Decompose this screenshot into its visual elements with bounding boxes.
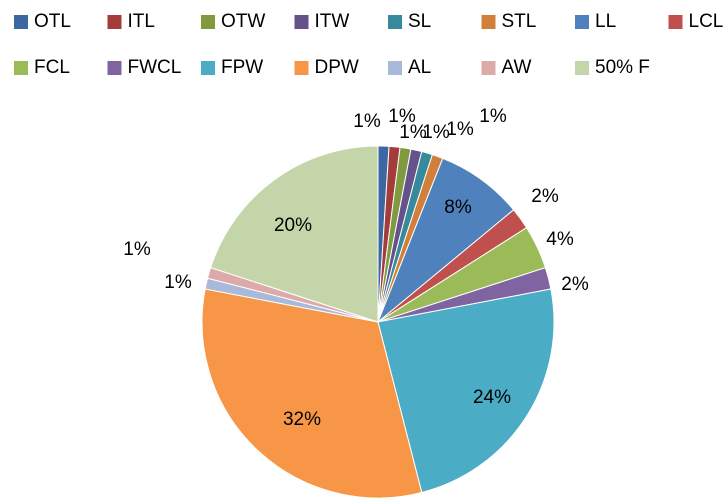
legend-label: AW [502, 57, 532, 78]
legend-swatch [388, 61, 402, 75]
legend-swatch [201, 61, 215, 75]
legend-label: LL [595, 11, 616, 32]
legend-label: STL [502, 11, 537, 32]
legend-label: AL [408, 57, 431, 78]
legend-swatch [481, 15, 496, 29]
legend-swatch [107, 61, 122, 75]
data-label: 1% [399, 122, 427, 143]
data-label: 1% [422, 122, 450, 143]
legend-label: FWCL [128, 57, 182, 78]
data-label: 4% [546, 229, 574, 250]
data-label: 32% [283, 409, 321, 430]
data-label: 2% [561, 274, 589, 295]
legend-swatch [668, 15, 683, 29]
pie-slice [209, 145, 379, 323]
legend-label: ITW [315, 11, 350, 32]
legend-swatch [294, 61, 309, 75]
data-label: 1% [164, 272, 192, 293]
data-label: 1% [353, 111, 381, 132]
legend-label: OTL [34, 11, 71, 32]
pie-slice [377, 157, 515, 323]
legend-swatch [388, 15, 402, 29]
legend-label: LCL [689, 11, 724, 32]
pie-slice [377, 288, 555, 494]
data-label: 20% [274, 215, 312, 236]
pie-slice [201, 288, 423, 499]
data-label: 8% [444, 197, 472, 218]
legend-swatch [14, 15, 28, 29]
legend-label: 50% F [595, 57, 650, 78]
data-label: 1% [123, 239, 151, 260]
data-label: 1% [388, 106, 416, 127]
legend-label: DPW [315, 57, 359, 78]
legend-swatch [575, 61, 589, 75]
data-label: 1% [479, 106, 507, 127]
legend-swatch [201, 15, 215, 29]
legend-swatch [575, 15, 589, 29]
legend-label: ITL [128, 11, 155, 32]
legend-label: FCL [34, 57, 70, 78]
legend-swatch [14, 61, 28, 75]
legend-label: FPW [221, 57, 263, 78]
legend-label: OTW [221, 11, 265, 32]
legend-swatch [481, 61, 496, 75]
data-label: 1% [446, 119, 474, 140]
legend-label: SL [408, 11, 431, 32]
legend-swatch [107, 15, 122, 29]
data-label: 2% [531, 186, 559, 207]
legend-swatch [294, 15, 309, 29]
data-label: 24% [473, 387, 511, 408]
